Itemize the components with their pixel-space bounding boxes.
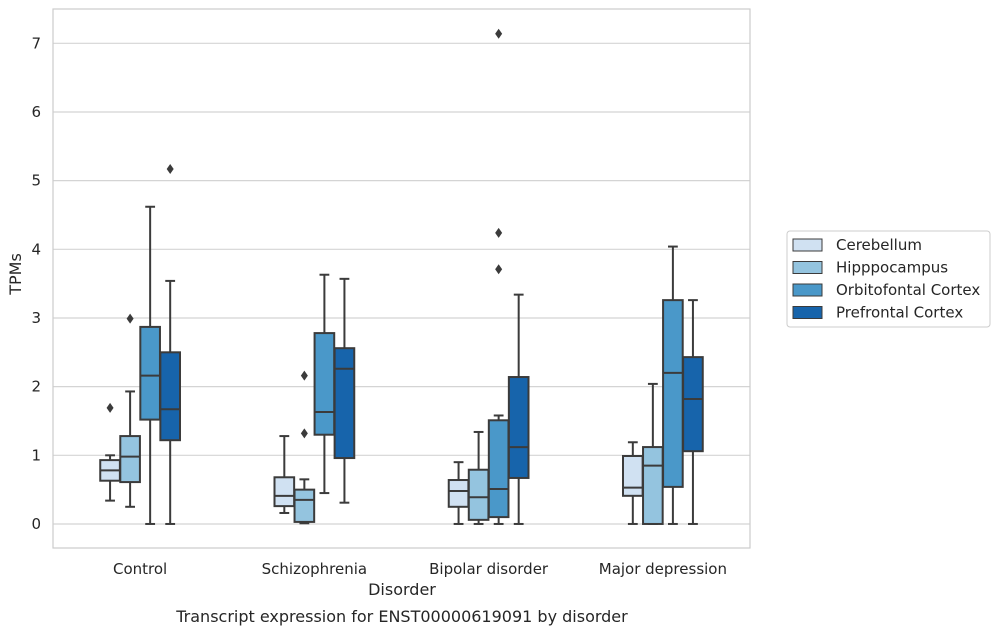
box-iqr: [159, 351, 182, 442]
box-2-3: [662, 245, 684, 525]
box-0-3: [621, 441, 644, 525]
plot-frame: [52, 8, 751, 549]
box-2-1: [313, 273, 336, 495]
y-tick-label: 5: [31, 172, 41, 190]
legend-swatch: [792, 238, 823, 252]
box-iqr: [447, 479, 470, 508]
box-3-1: [333, 277, 356, 504]
box-iqr: [507, 376, 530, 479]
y-tick-label: 4: [31, 240, 41, 258]
y-tick-label: 2: [31, 378, 41, 396]
y-tick-label: 3: [31, 309, 41, 327]
outlier-point: [495, 227, 503, 238]
legend: Cerebellum Hipppocampus Orbitofontal Corte…: [786, 230, 991, 328]
x-tick-labels: Control Schizophrenia Bipolar disorder Majo…: [113, 560, 727, 578]
x-tick-label: Schizophrenia: [262, 560, 367, 578]
box-iqr: [139, 325, 161, 421]
legend-label: Cerebellum: [836, 236, 922, 254]
box-iqr: [487, 419, 510, 519]
outlier-point: [495, 28, 503, 39]
legend-label: Hipppocampus: [836, 259, 948, 277]
box-0-2: [447, 461, 470, 525]
outlier-point: [126, 313, 134, 324]
box-iqr: [662, 299, 684, 488]
x-tick-label: Control: [113, 560, 167, 578]
box-iqr: [682, 356, 704, 453]
x-tick-label: Major depression: [599, 560, 727, 578]
box-3-2: [507, 293, 530, 525]
box-0-0: [99, 402, 121, 502]
box-3-0: [159, 163, 182, 525]
box-iqr: [273, 476, 296, 508]
legend-swatch: [792, 283, 823, 297]
x-axis-title: Disorder: [368, 580, 436, 599]
box-iqr: [119, 435, 141, 484]
box-iqr: [293, 488, 316, 523]
box-2-2: [487, 28, 510, 525]
legend-swatch: [792, 261, 823, 274]
legend-swatch: [792, 306, 823, 319]
y-tick-label: 7: [31, 34, 41, 52]
box-iqr: [467, 468, 490, 521]
box-2-0: [139, 205, 161, 525]
legend-label: Orbitofontal Cortex: [836, 281, 980, 299]
box-iqr: [313, 332, 336, 436]
outlier-point: [495, 264, 503, 275]
outlier-point: [300, 428, 308, 439]
figure-caption: Transcript expression for ENST0000061909…: [175, 607, 628, 626]
y-axis-title: TPMs: [6, 253, 25, 296]
y-tick-labels: 0 1 2 3 4 5 6 7: [31, 34, 41, 533]
outlier-point: [166, 163, 174, 174]
box-1-1: [293, 370, 316, 525]
box-1-0: [119, 313, 141, 508]
box-1-3: [642, 382, 664, 525]
legend-label: Prefrontal Cortex: [836, 304, 963, 322]
box-1-2: [467, 430, 490, 525]
legend-frame: [786, 230, 991, 328]
box-0-1: [273, 435, 296, 514]
x-tick-label: Bipolar disorder: [429, 560, 549, 578]
box-iqr: [621, 454, 644, 497]
outlier-point: [106, 402, 114, 413]
box-iqr: [642, 446, 664, 525]
y-tick-label: 1: [31, 446, 41, 464]
box-iqr: [333, 347, 356, 460]
y-tick-label: 0: [31, 515, 41, 533]
y-tick-label: 6: [31, 103, 41, 121]
outlier-point: [300, 370, 308, 381]
box-plots: [99, 28, 704, 525]
box-3-3: [682, 299, 704, 525]
